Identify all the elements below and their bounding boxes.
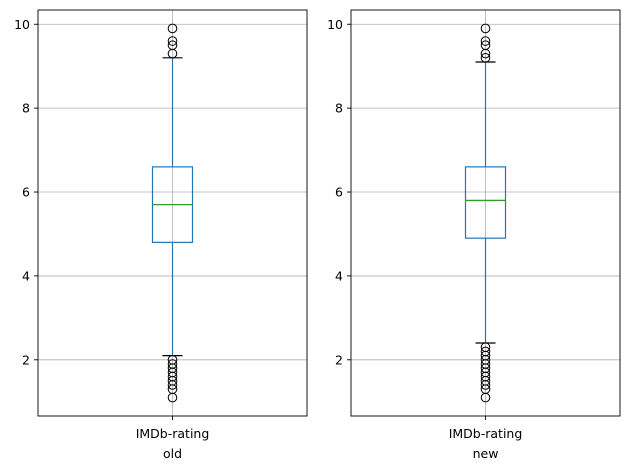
y-tick-label: 4 (335, 268, 343, 283)
y-tick-label: 2 (22, 352, 30, 367)
x-tick-label: IMDb-rating (449, 426, 523, 441)
y-tick-label: 4 (22, 268, 30, 283)
outlier-point (480, 380, 491, 390)
outlier-point (167, 392, 178, 403)
outlier-point (480, 392, 491, 403)
outlier-point (167, 23, 178, 34)
y-tick-label: 6 (335, 185, 343, 200)
x-tick-label: IMDb-rating (136, 426, 210, 441)
outlier-point (167, 40, 178, 51)
outlier-point (480, 36, 491, 46)
y-tick-label: 10 (327, 17, 343, 32)
y-tick-label: 10 (14, 17, 30, 32)
iqr-box (464, 166, 507, 239)
y-tick-label: 8 (22, 101, 30, 116)
outlier-point (167, 380, 178, 390)
outlier-point (167, 36, 178, 46)
boxplot-panel: 2 4 6 8 10 IMDb-rating new (327, 9, 621, 461)
x-axis-label: old (163, 446, 182, 461)
y-tick-label: 2 (335, 352, 343, 367)
y-tick-label: 6 (22, 185, 30, 200)
x-axis-label: new (473, 446, 499, 461)
boxplot-panel: 2 4 6 8 10 IMDb-rating old (14, 9, 308, 461)
y-tick-label: 8 (335, 101, 343, 116)
outlier-point (480, 40, 491, 51)
outlier-point (480, 23, 491, 34)
outlier-point (480, 53, 491, 63)
